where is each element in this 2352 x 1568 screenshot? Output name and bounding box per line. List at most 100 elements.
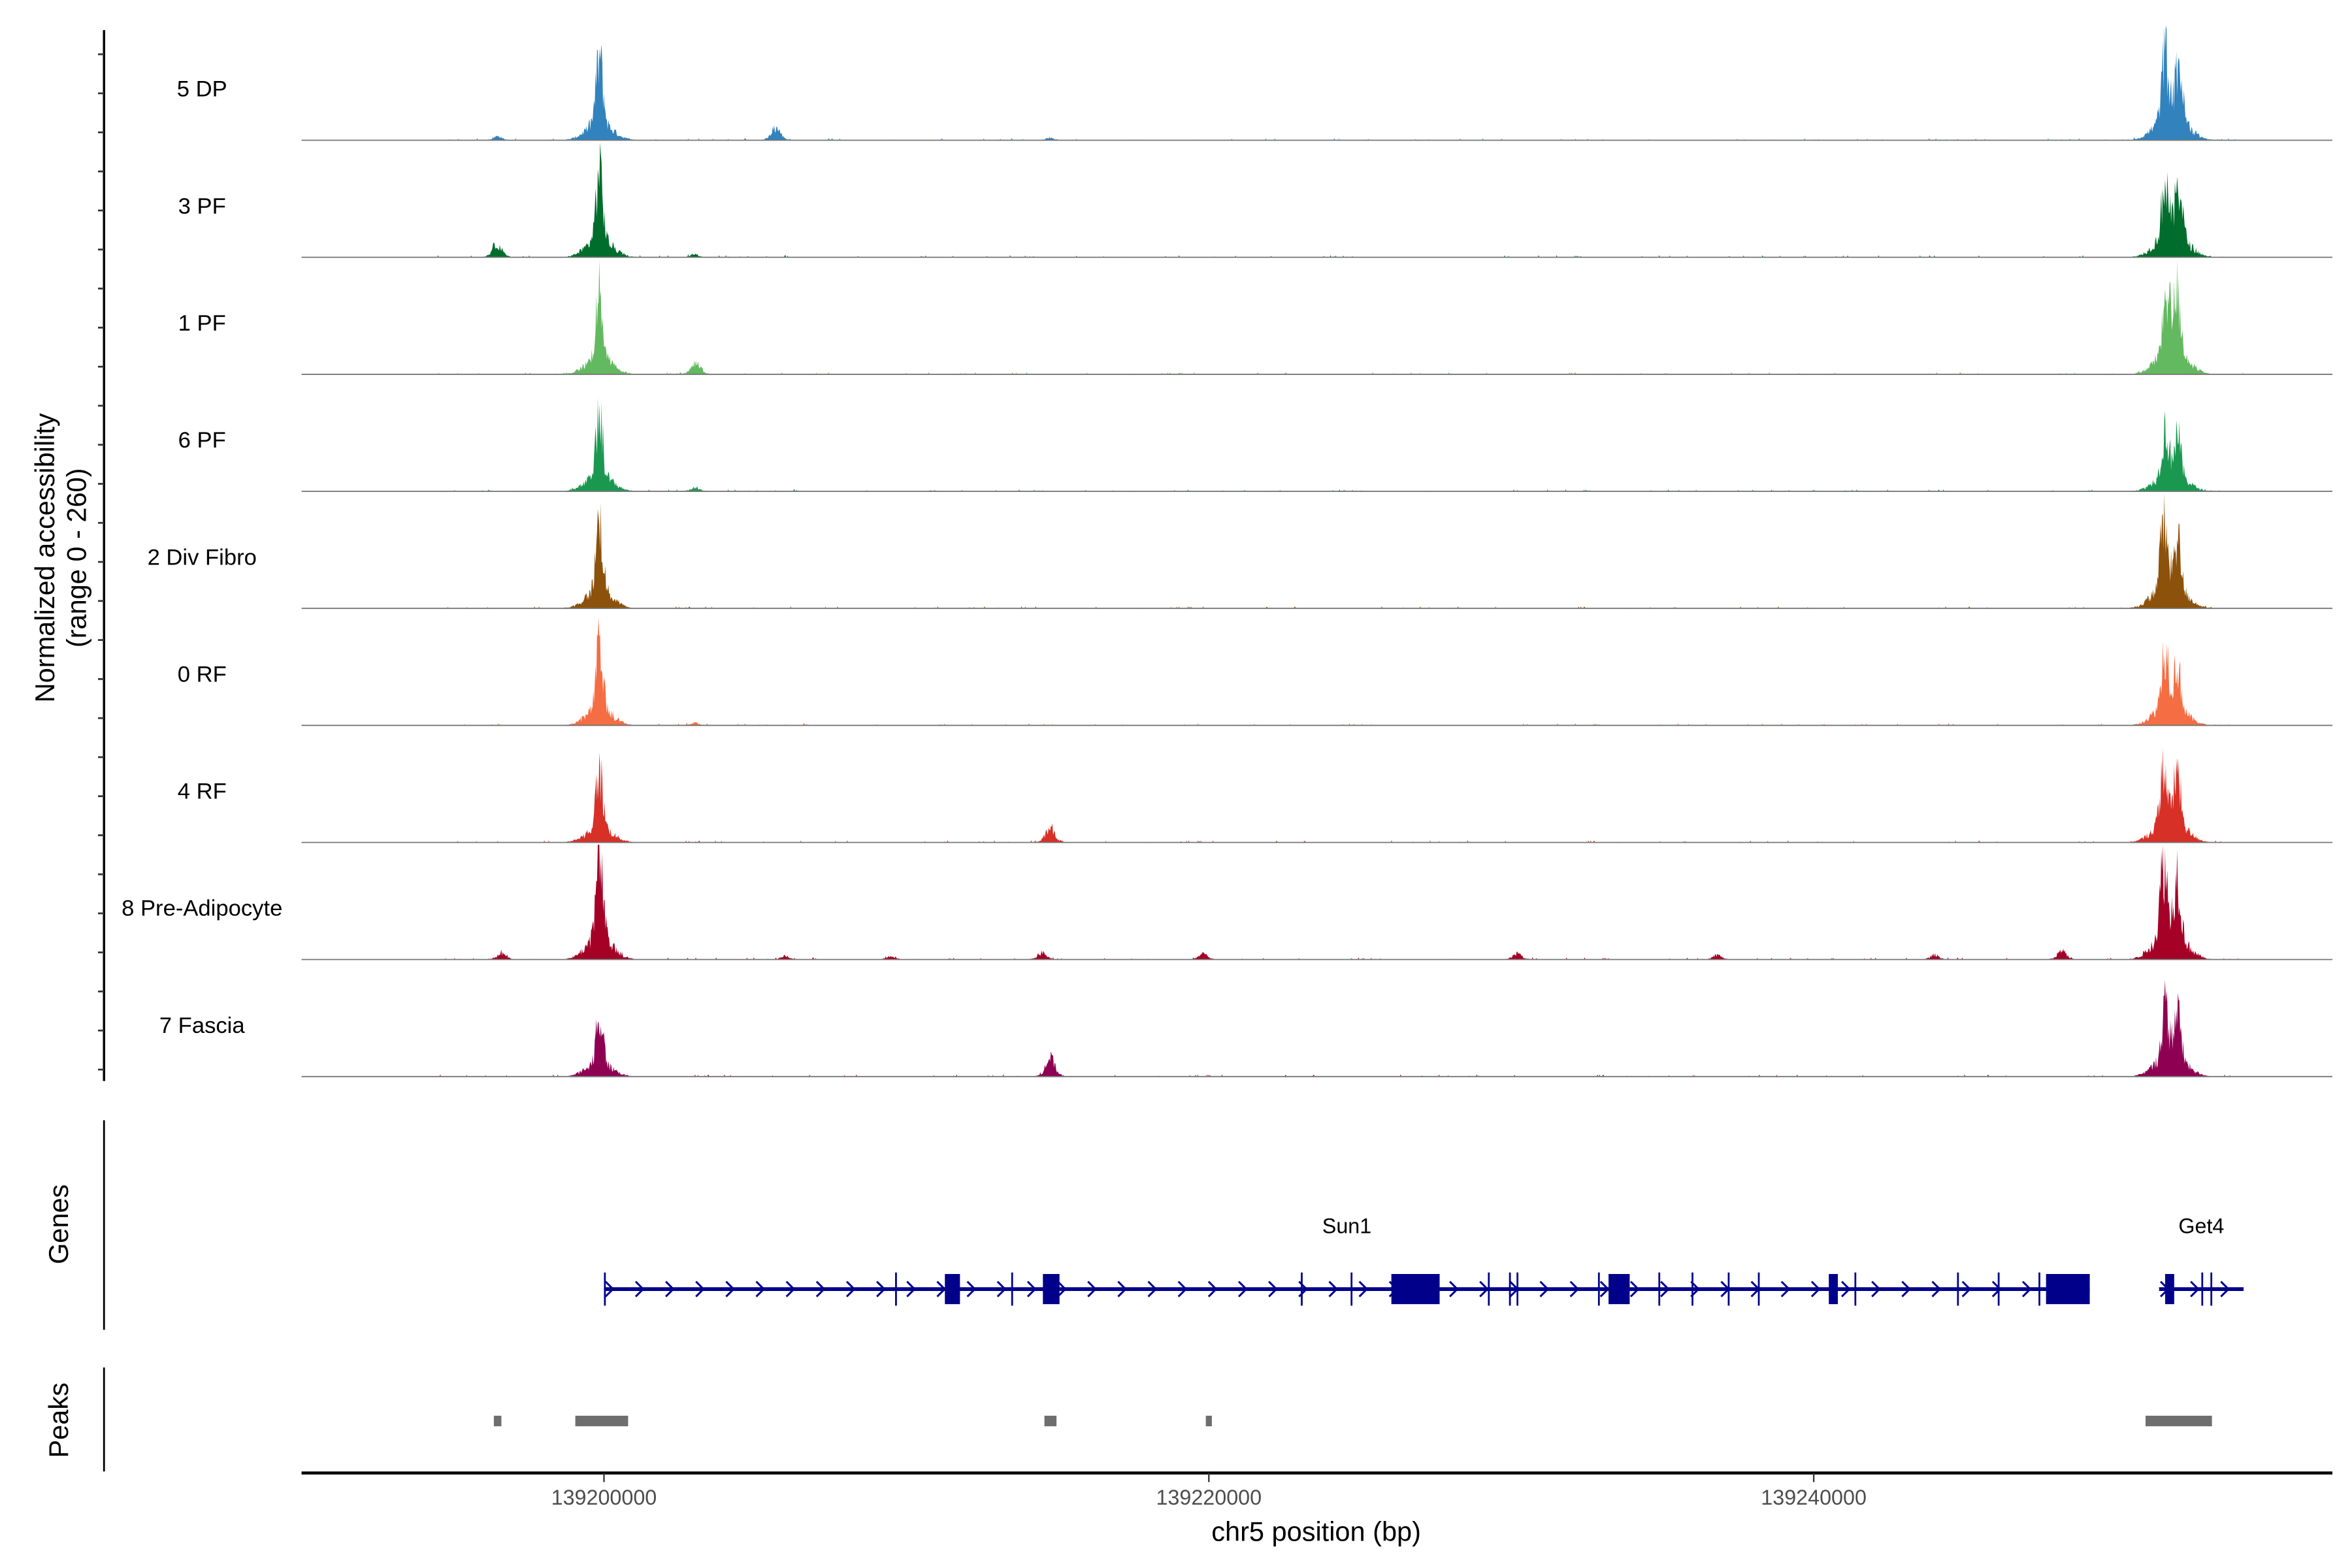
exon xyxy=(1043,1274,1060,1305)
track-4-rf: 4 RF xyxy=(178,747,2332,843)
strand-arrow-icon xyxy=(1841,1281,1851,1298)
track-6-pf: 6 PF xyxy=(178,397,2332,492)
coverage-area xyxy=(301,493,2332,609)
exon xyxy=(1727,1272,1730,1306)
track-label: 8 Pre-Adipocyte xyxy=(122,896,282,921)
strand-arrow-icon xyxy=(2190,1281,2200,1298)
exon xyxy=(1829,1274,1838,1305)
gene-get4: Get4 xyxy=(2159,1215,2244,1306)
track-8-pre-adipocyte: 8 Pre-Adipocyte xyxy=(122,844,2332,960)
track-label: 2 Div Fibro xyxy=(148,545,257,570)
track-0-rf: 0 RF xyxy=(178,617,2332,727)
peak-region xyxy=(493,1415,502,1427)
peak-region xyxy=(1205,1415,1212,1427)
exon xyxy=(1957,1272,1959,1306)
exon xyxy=(1488,1272,1490,1306)
strand-arrow-icon xyxy=(2021,1281,2032,1298)
x-tick-label: 139200000 xyxy=(551,1486,657,1509)
strand-arrow-icon xyxy=(1569,1281,1580,1298)
exon xyxy=(2210,1272,2213,1306)
x-tick-label: 139240000 xyxy=(1761,1486,1867,1509)
exon xyxy=(1658,1272,1661,1306)
exon xyxy=(1609,1274,1630,1305)
exon xyxy=(1597,1272,1600,1306)
coverage-area xyxy=(301,142,2332,257)
gene-track: Sun1 Get4 xyxy=(604,1215,2244,1306)
exon xyxy=(1757,1272,1760,1306)
strand-arrow-icon xyxy=(1871,1281,1881,1298)
peak-track xyxy=(493,1415,2212,1427)
strand-arrow-icon xyxy=(906,1281,916,1298)
strand-arrow-icon xyxy=(604,1281,615,1298)
x-axis-ticks: 139200000 139220000 139240000 xyxy=(551,1473,1867,1509)
gene-label: Sun1 xyxy=(1322,1215,1371,1238)
exon xyxy=(945,1274,960,1305)
strand-arrow-icon xyxy=(1147,1281,1158,1298)
exon xyxy=(1997,1272,2000,1306)
exon xyxy=(1350,1272,1353,1306)
strand-arrow-icon xyxy=(966,1281,977,1298)
peak-region xyxy=(575,1415,629,1427)
strand-arrow-icon xyxy=(634,1281,645,1298)
strand-arrow-icon xyxy=(1207,1281,1218,1298)
coverage-area xyxy=(301,259,2332,374)
track-1-pf: 1 PF xyxy=(178,259,2332,375)
track-5-dp: 5 DP xyxy=(177,25,2332,141)
track-label: 6 PF xyxy=(178,428,226,453)
strand-arrow-icon xyxy=(1177,1281,1188,1298)
y-axis-title: Normalized accessibility xyxy=(29,413,60,702)
coverage-area xyxy=(301,747,2332,843)
exon xyxy=(2201,1272,2204,1306)
strand-arrow-icon xyxy=(1660,1281,1670,1298)
coverage-area xyxy=(301,844,2332,960)
strand-arrow-icon xyxy=(1810,1281,1821,1298)
strand-arrow-icon xyxy=(785,1281,796,1298)
track-2-div-fibro: 2 Div Fibro xyxy=(148,493,2332,610)
exon xyxy=(2165,1274,2174,1305)
strand-arrow-icon xyxy=(725,1281,736,1298)
strand-arrow-icon xyxy=(876,1281,886,1298)
strand-arrow-icon xyxy=(1780,1281,1791,1298)
strand-arrow-icon xyxy=(1539,1281,1550,1298)
strand-arrow-icon xyxy=(1328,1281,1339,1298)
strand-arrow-icon xyxy=(1237,1281,1248,1298)
strand-arrow-icon xyxy=(1991,1281,2002,1298)
strand-arrow-icon xyxy=(2220,1281,2230,1298)
strand-arrow-icon xyxy=(755,1281,766,1298)
genes-panel-label: Genes xyxy=(43,1184,74,1264)
strand-arrow-icon xyxy=(1901,1281,1912,1298)
track-7-fascia: 7 Fascia xyxy=(159,980,2332,1077)
strand-arrow-icon xyxy=(1961,1281,1972,1298)
track-label: 0 RF xyxy=(178,662,227,687)
strand-arrow-icon xyxy=(1629,1281,1640,1298)
exon xyxy=(1854,1272,1857,1306)
exon xyxy=(895,1272,897,1306)
exon xyxy=(1391,1274,1440,1305)
strand-arrow-icon xyxy=(1931,1281,1942,1298)
exon xyxy=(2046,1274,2090,1305)
coverage-area xyxy=(301,397,2332,492)
coverage-area xyxy=(301,25,2332,140)
exon xyxy=(1301,1272,1303,1306)
gene-sun1: Sun1 xyxy=(604,1215,2090,1306)
strand-arrow-icon xyxy=(1358,1281,1369,1298)
strand-arrow-icon xyxy=(1117,1281,1128,1298)
strand-arrow-icon xyxy=(1599,1281,1610,1298)
exon xyxy=(1509,1272,1511,1306)
coverage-area xyxy=(301,980,2332,1077)
track-label: 4 RF xyxy=(178,779,227,804)
strand-arrow-icon xyxy=(996,1281,1007,1298)
strand-arrow-icon xyxy=(1268,1281,1278,1298)
strand-arrow-icon xyxy=(815,1281,826,1298)
strand-arrow-icon xyxy=(1479,1281,1489,1298)
exon xyxy=(2038,1272,2040,1306)
strand-arrow-icon xyxy=(695,1281,705,1298)
exon xyxy=(1011,1272,1013,1306)
strand-arrow-icon xyxy=(1026,1281,1037,1298)
track-3-pf: 3 PF xyxy=(178,142,2332,258)
x-axis-title: chr5 position (bp) xyxy=(1211,1516,1421,1546)
strand-arrow-icon xyxy=(1449,1281,1459,1298)
strand-arrow-icon xyxy=(1057,1281,1067,1298)
strand-arrow-icon xyxy=(1087,1281,1097,1298)
